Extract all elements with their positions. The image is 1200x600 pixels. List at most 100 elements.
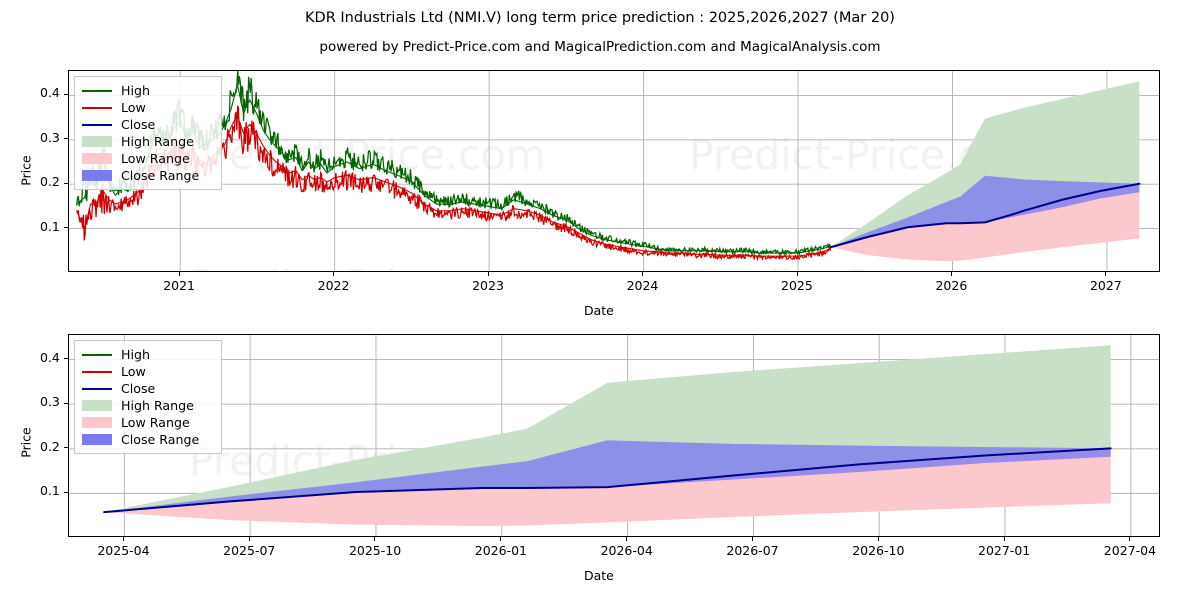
bottom-chart-x-tick-label: 2026-04 bbox=[601, 543, 653, 558]
top-chart-legend: High Low Close High Range Low Range Close Ran… bbox=[74, 76, 222, 190]
top-chart-y-tick-label: 0.2 bbox=[40, 174, 60, 189]
top-chart-legend-label: Close Range bbox=[121, 168, 199, 183]
bottom-chart-y-tick-mark bbox=[64, 447, 68, 448]
bottom-chart-x-tick-label: 2025-04 bbox=[97, 543, 149, 558]
bottom-chart-x-tick-mark bbox=[500, 537, 501, 541]
top-chart-y-tick-mark bbox=[64, 94, 68, 95]
top-chart-x-axis-label: Date bbox=[584, 303, 614, 318]
top-chart-y-tick-label: 0.3 bbox=[40, 130, 60, 145]
bottom-chart-y-tick-label: 0.4 bbox=[40, 350, 60, 365]
bottom-chart-legend-patch-swatch bbox=[82, 417, 112, 428]
bottom-chart-legend-item-close: Close bbox=[82, 380, 213, 397]
top-chart-legend-line-swatch bbox=[82, 90, 112, 92]
bottom-chart-x-tick-mark bbox=[626, 537, 627, 541]
top-chart-legend-patch-swatch bbox=[82, 153, 112, 164]
top-chart-y-axis-label: Price bbox=[19, 141, 34, 201]
top-chart-x-tick-mark bbox=[951, 272, 952, 276]
top-chart-legend-label: High Range bbox=[121, 134, 194, 149]
top-chart-x-tick-mark bbox=[797, 272, 798, 276]
bottom-chart-x-tick-mark bbox=[249, 537, 250, 541]
bottom-chart-legend-item-low-range: Low Range bbox=[82, 414, 213, 431]
bottom-chart-x-tick-label: 2026-07 bbox=[726, 543, 778, 558]
bottom-chart-x-tick-mark bbox=[374, 537, 375, 541]
bottom-chart-x-tick-label: 2026-01 bbox=[475, 543, 527, 558]
top-chart-panel: Price Date Predict-Price.comPredict-Pric… bbox=[0, 0, 1200, 320]
chart-page: KDR Industrials Ltd (NMI.V) long term pr… bbox=[0, 0, 1200, 600]
bottom-chart-legend-label: High Range bbox=[121, 398, 194, 413]
top-chart-x-tick-mark bbox=[333, 272, 334, 276]
bottom-chart-legend-label: High bbox=[121, 347, 150, 362]
top-chart-legend-line-swatch bbox=[82, 107, 112, 109]
watermark-text: Predict-Price.com bbox=[189, 261, 546, 272]
watermark-text: Predict-Price.com bbox=[689, 261, 1046, 272]
bottom-chart-y-tick-mark bbox=[64, 403, 68, 404]
bottom-chart-legend-item-high: High bbox=[82, 346, 213, 363]
top-chart-legend-item-close: Close bbox=[82, 116, 213, 133]
top-chart-y-tick-mark bbox=[64, 183, 68, 184]
bottom-chart-plot-area[interactable]: Predict-Price.comPredict-Price.com bbox=[68, 334, 1160, 537]
bottom-chart-legend: High Low Close High Range Low Range Close Ran… bbox=[74, 340, 222, 454]
top-chart-legend-item-low-range: Low Range bbox=[82, 150, 213, 167]
top-chart-legend-item-close-range: Close Range bbox=[82, 167, 213, 184]
top-chart-canvas: Predict-Price.com Predict-Price.com Predic… bbox=[69, 71, 1160, 272]
top-chart-legend-label: Low Range bbox=[121, 151, 190, 166]
bottom-chart-x-tick-label: 2025-10 bbox=[349, 543, 401, 558]
bottom-chart-y-tick-label: 0.2 bbox=[40, 439, 60, 454]
top-chart-x-tick-mark bbox=[488, 272, 489, 276]
top-chart-x-tick-label: 2021 bbox=[163, 278, 195, 293]
bottom-chart-canvas: Predict-Price.comPredict-Price.com bbox=[69, 335, 1160, 537]
bottom-chart-panel: Price Date Predict-Price.comPredict-Pric… bbox=[0, 320, 1200, 600]
bottom-chart-x-tick-mark bbox=[752, 537, 753, 541]
top-chart-x-tick-label: 2023 bbox=[472, 278, 504, 293]
bottom-chart-legend-line-swatch bbox=[82, 371, 112, 373]
bottom-chart-y-axis-label: Price bbox=[19, 413, 34, 473]
top-chart-x-tick-mark bbox=[642, 272, 643, 276]
bottom-chart-x-tick-label: 2027-01 bbox=[978, 543, 1030, 558]
top-chart-legend-patch-swatch bbox=[82, 170, 112, 181]
bottom-chart-legend-item-high-range: High Range bbox=[82, 397, 213, 414]
top-chart-legend-label: Close bbox=[121, 117, 155, 132]
top-chart-x-tick-mark bbox=[179, 272, 180, 276]
bottom-chart-legend-line-swatch bbox=[82, 388, 112, 390]
bottom-chart-legend-label: Close Range bbox=[121, 432, 199, 447]
bottom-chart-x-tick-mark bbox=[1129, 537, 1130, 541]
watermark-text: Predict-Price.com bbox=[189, 131, 546, 179]
bottom-chart-legend-item-close-range: Close Range bbox=[82, 431, 213, 448]
bottom-chart-x-tick-label: 2027-04 bbox=[1104, 543, 1156, 558]
top-chart-y-tick-mark bbox=[64, 138, 68, 139]
top-chart-x-tick-label: 2025 bbox=[781, 278, 813, 293]
bottom-chart-x-tick-label: 2025-07 bbox=[223, 543, 275, 558]
bottom-chart-legend-line-swatch bbox=[82, 354, 112, 356]
bottom-chart-y-tick-label: 0.1 bbox=[40, 483, 60, 498]
top-chart-legend-item-high-range: High Range bbox=[82, 133, 213, 150]
top-chart-legend-item-low: Low bbox=[82, 99, 213, 116]
top-chart-legend-label: Low bbox=[121, 100, 146, 115]
bottom-chart-legend-patch-swatch bbox=[82, 400, 112, 411]
top-chart-x-tick-mark bbox=[1105, 272, 1106, 276]
top-chart-y-tick-mark bbox=[64, 227, 68, 228]
top-chart-legend-item-high: High bbox=[82, 82, 213, 99]
top-chart-x-tick-label: 2022 bbox=[318, 278, 350, 293]
bottom-chart-x-tick-mark bbox=[1004, 537, 1005, 541]
bottom-chart-legend-label: Close bbox=[121, 381, 155, 396]
top-chart-legend-line-swatch bbox=[82, 124, 112, 126]
top-chart-y-tick-label: 0.4 bbox=[40, 85, 60, 100]
bottom-chart-x-axis-label: Date bbox=[584, 568, 614, 583]
top-chart-plot-area[interactable]: Predict-Price.com Predict-Price.com Predic… bbox=[68, 70, 1160, 272]
bottom-chart-legend-patch-swatch bbox=[82, 434, 112, 445]
top-chart-legend-patch-swatch bbox=[82, 136, 112, 147]
bottom-chart-x-tick-label: 2026-10 bbox=[852, 543, 904, 558]
bottom-chart-y-tick-mark bbox=[64, 358, 68, 359]
bottom-chart-x-tick-mark bbox=[123, 537, 124, 541]
bottom-chart-legend-label: Low Range bbox=[121, 415, 190, 430]
bottom-chart-x-tick-mark bbox=[878, 537, 879, 541]
top-chart-y-tick-label: 0.1 bbox=[40, 219, 60, 234]
top-chart-x-tick-label: 2024 bbox=[627, 278, 659, 293]
bottom-chart-y-tick-label: 0.3 bbox=[40, 394, 60, 409]
bottom-chart-legend-item-low: Low bbox=[82, 363, 213, 380]
top-chart-legend-label: High bbox=[121, 83, 150, 98]
top-chart-x-tick-label: 2026 bbox=[935, 278, 967, 293]
top-chart-x-tick-label: 2027 bbox=[1090, 278, 1122, 293]
bottom-chart-y-tick-mark bbox=[64, 492, 68, 493]
bottom-chart-legend-label: Low bbox=[121, 364, 146, 379]
